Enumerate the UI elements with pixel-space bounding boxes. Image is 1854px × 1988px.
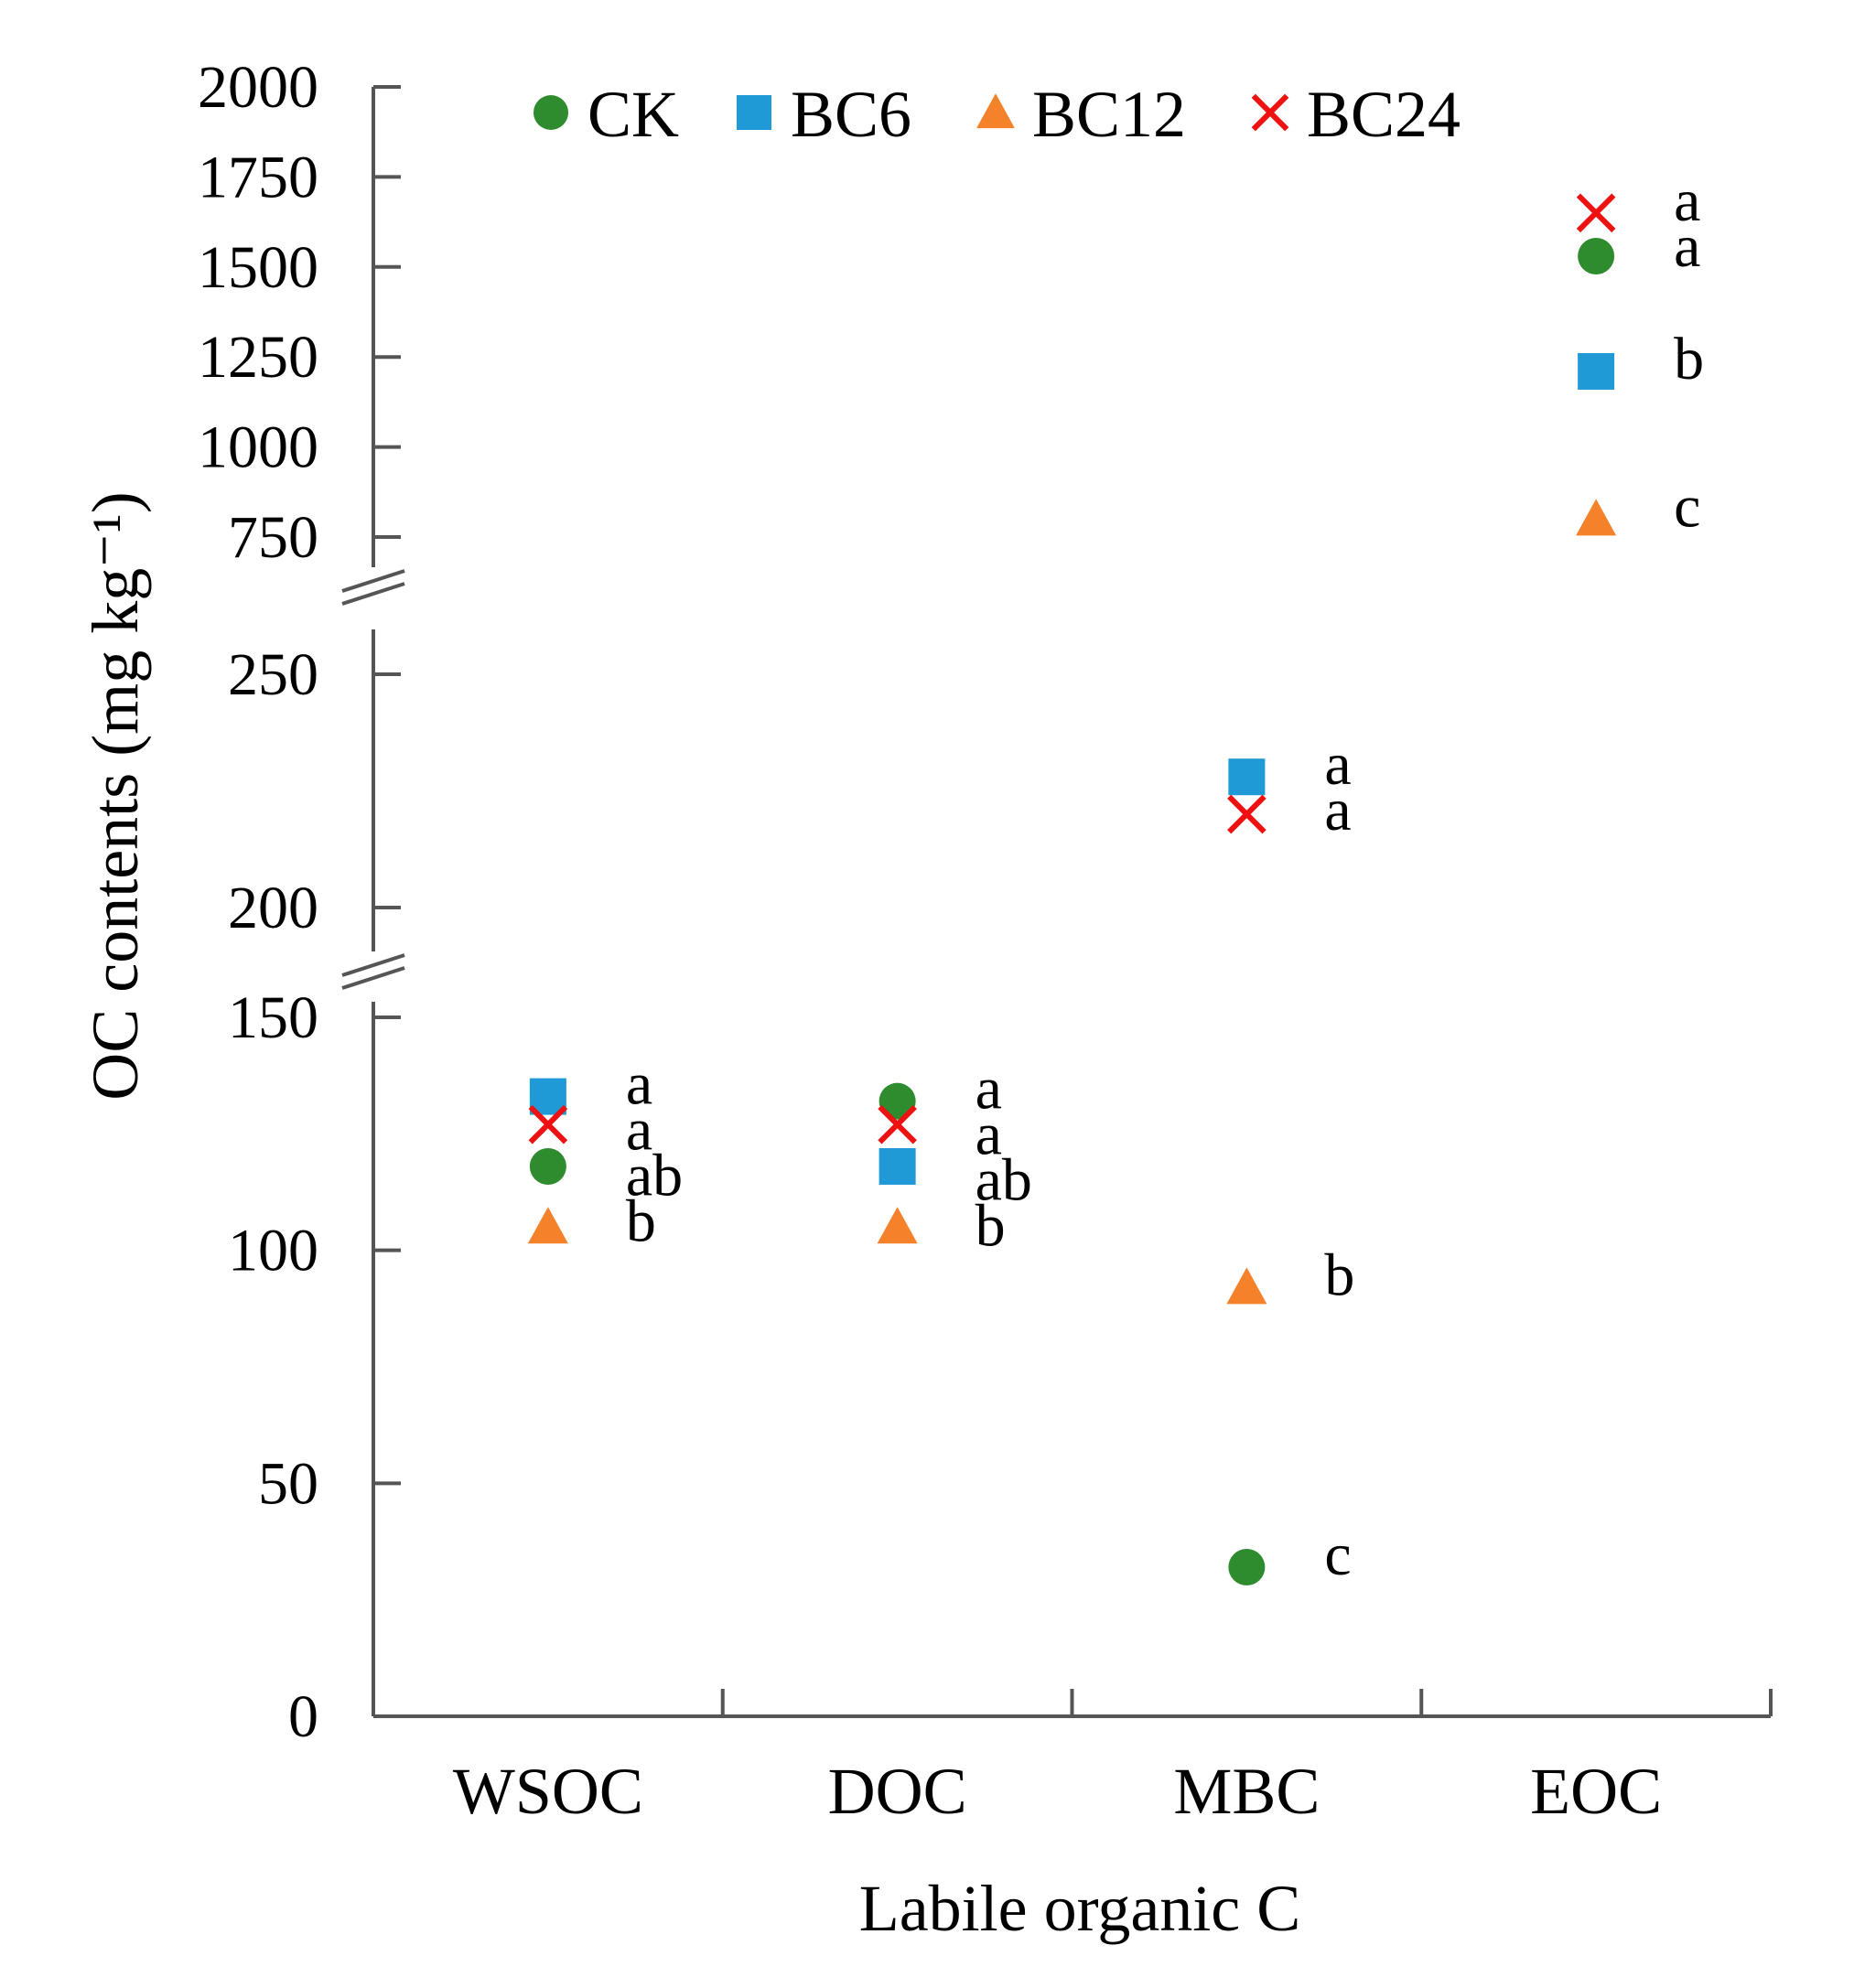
significance-letter: a bbox=[976, 1101, 1002, 1168]
x-tick-label: EOC bbox=[1530, 1755, 1662, 1828]
y-tick-label: 150 bbox=[228, 984, 318, 1051]
legend-marker-bc24 bbox=[1251, 93, 1289, 132]
x-axis-title: Labile organic C bbox=[859, 1872, 1301, 1945]
legend-marker-ck bbox=[534, 95, 568, 130]
point-bc6-mbc bbox=[1228, 758, 1266, 796]
y-tick-label: 1250 bbox=[198, 324, 318, 391]
point-bc12-eoc bbox=[1576, 499, 1617, 536]
point-bc24-eoc bbox=[1576, 193, 1616, 233]
axis-break-mark bbox=[341, 953, 405, 977]
significance-letter: a bbox=[1674, 167, 1700, 234]
axis-break-mark bbox=[341, 966, 405, 990]
significance-letter: a bbox=[626, 1097, 652, 1164]
point-bc24-mbc bbox=[1227, 794, 1267, 834]
y-tick-label: 250 bbox=[228, 641, 318, 708]
point-bc12-mbc bbox=[1226, 1267, 1267, 1305]
legend-label: CK bbox=[587, 78, 679, 151]
point-bc12-doc bbox=[877, 1207, 918, 1244]
significance-letter: b bbox=[1324, 1241, 1354, 1308]
legend-marker-bc12 bbox=[976, 93, 1015, 129]
legend-label: BC12 bbox=[1032, 78, 1186, 151]
significance-letter: b bbox=[976, 1193, 1006, 1260]
y-tick-label: 1000 bbox=[198, 414, 318, 481]
y-tick-label: 750 bbox=[228, 504, 318, 571]
x-tick-label: MBC bbox=[1173, 1755, 1320, 1828]
x-tick-label: WSOC bbox=[453, 1755, 643, 1828]
y-axis-ticks: 0 50 100 150 200 250 750 1000 1250 1500 1750 2000 bbox=[198, 54, 401, 1750]
point-ck-doc bbox=[878, 1082, 916, 1120]
significance-letter: a bbox=[1324, 777, 1351, 844]
y-tick-label: 100 bbox=[228, 1218, 318, 1284]
point-bc12-wsoc bbox=[527, 1207, 568, 1244]
point-ck-wsoc bbox=[529, 1147, 566, 1185]
x-axis-categories: WSOC DOC MBC EOC bbox=[453, 1689, 1773, 1828]
legend-marker-bc6 bbox=[737, 95, 771, 130]
significance-letter: a bbox=[626, 1051, 652, 1118]
significance-letter: a bbox=[1324, 731, 1351, 798]
legend: CK BC6 BC12 BC24 bbox=[534, 78, 1461, 151]
point-bc24-doc bbox=[878, 1104, 917, 1144]
legend-label: BC6 bbox=[791, 78, 911, 151]
point-ck-mbc bbox=[1228, 1549, 1266, 1586]
significance-letter: ab bbox=[976, 1147, 1032, 1214]
significance-letter: b bbox=[1674, 326, 1704, 392]
y-tick-label: 200 bbox=[228, 875, 318, 941]
y-tick-label: 1750 bbox=[198, 144, 318, 210]
significance-letter: ab bbox=[626, 1143, 683, 1209]
y-tick-label: 50 bbox=[258, 1450, 318, 1517]
significance-letter: c bbox=[1674, 473, 1700, 540]
legend-label: BC24 bbox=[1307, 78, 1461, 151]
axis-break-mark bbox=[341, 582, 405, 606]
significance-letter: b bbox=[626, 1188, 656, 1255]
x-tick-label: DOC bbox=[828, 1755, 967, 1828]
axis-break-mark bbox=[341, 569, 405, 593]
y-axis-title: OC contents (mg kg⁻¹) bbox=[79, 491, 152, 1101]
significance-letter: a bbox=[976, 1056, 1002, 1123]
point-bc6-eoc bbox=[1578, 352, 1615, 390]
point-bc24-wsoc bbox=[528, 1104, 568, 1144]
y-tick-label: 1500 bbox=[198, 234, 318, 301]
axes bbox=[341, 87, 1771, 1718]
significance-letter: a bbox=[1674, 213, 1700, 280]
point-bc6-doc bbox=[878, 1147, 916, 1185]
point-ck-eoc bbox=[1578, 237, 1615, 274]
y-tick-label: 2000 bbox=[198, 54, 318, 121]
y-tick-label: 0 bbox=[288, 1683, 318, 1750]
significance-letter: c bbox=[1324, 1521, 1351, 1588]
